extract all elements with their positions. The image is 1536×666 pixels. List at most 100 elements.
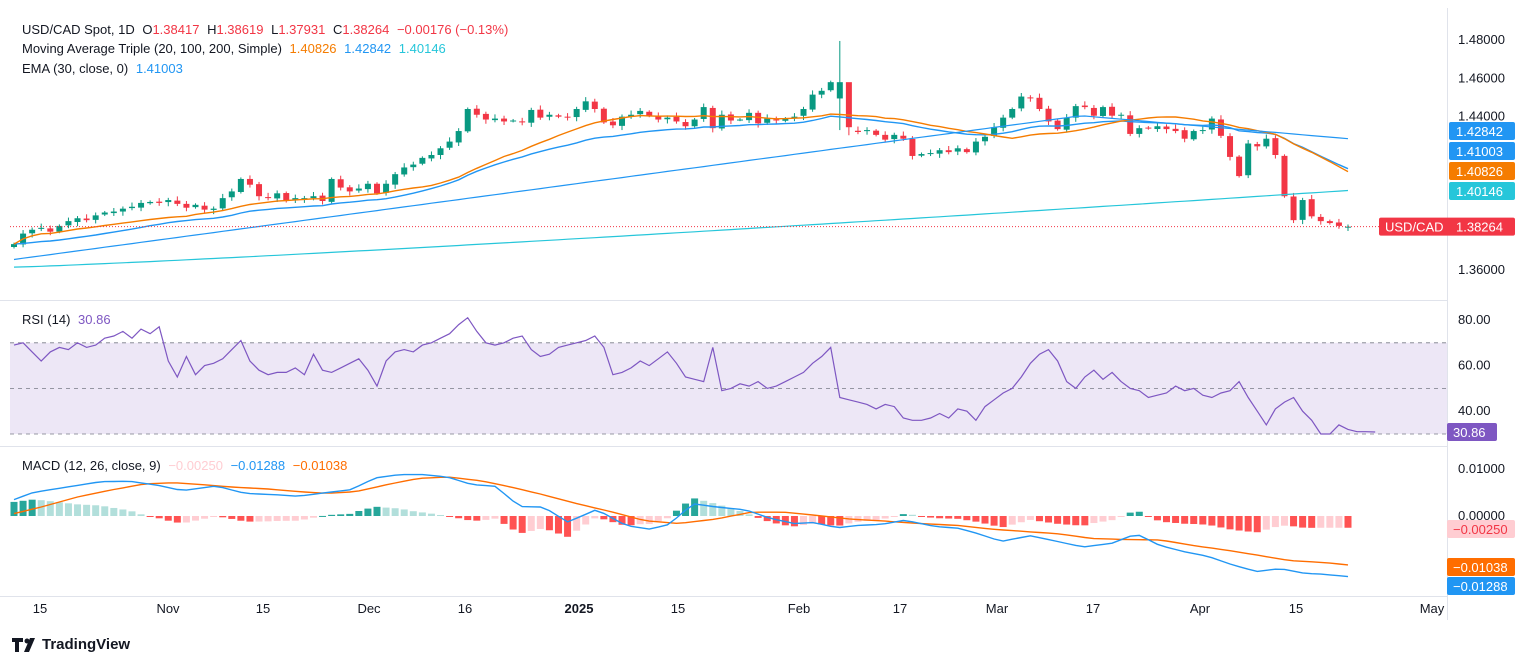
macd-histogram-bar <box>391 508 399 516</box>
macd-histogram-bar <box>809 516 817 524</box>
macd-histogram-bar <box>781 516 789 526</box>
symbol-label: USD/CAD Spot, 1D <box>22 22 135 37</box>
candle-body <box>573 109 580 118</box>
macd-histogram-bar <box>64 503 72 516</box>
candle-body <box>346 187 353 192</box>
candle-body <box>401 167 408 175</box>
macd-histogram-bar <box>700 500 708 516</box>
candle-body <box>1335 222 1342 226</box>
candle-body <box>1136 128 1143 134</box>
macd-histogram-bar <box>863 516 871 521</box>
macd-histogram-bar <box>300 516 308 520</box>
candle-body <box>1063 117 1070 130</box>
macd-histogram-bar <box>518 516 526 533</box>
candle-body <box>56 225 63 232</box>
candle-body <box>74 218 81 222</box>
ma100-value: 1.42842 <box>344 41 392 56</box>
candle-body <box>1009 109 1016 118</box>
candle-body <box>1254 144 1261 147</box>
macd-histogram-bar <box>1235 516 1243 531</box>
tradingview-logo[interactable]: TradingView <box>12 636 130 653</box>
macd-line-value: −0.01288 <box>230 458 286 473</box>
candle-body <box>519 121 526 123</box>
macd-histogram-bar <box>1072 516 1080 526</box>
macd-histogram-bar <box>1335 516 1343 528</box>
ema-legend-label: EMA (30, close, 0) <box>22 61 129 76</box>
macd-legend-label: MACD (12, 26, close, 9) <box>22 458 161 473</box>
candle-body <box>691 119 698 127</box>
candle-body <box>419 157 426 164</box>
candle-body <box>782 118 789 121</box>
macd-histogram-bar <box>736 510 744 516</box>
price-axis-tick-label: 1.44000 <box>1458 109 1505 124</box>
macd-histogram-bar <box>83 504 91 516</box>
x-axis-tick-label: Mar <box>986 601 1009 616</box>
candle-body <box>1072 106 1079 118</box>
x-axis-tick-label: 16 <box>458 601 472 616</box>
candle-body <box>1308 199 1315 217</box>
x-axis-tick-label: 17 <box>893 601 907 616</box>
macd-histogram-bar <box>573 516 581 531</box>
candle-body <box>836 82 843 99</box>
macd-histogram-bar <box>972 516 980 522</box>
macd-histogram-group <box>10 498 1352 537</box>
macd-histogram-bar <box>881 516 889 519</box>
x-axis-tick-label: Dec <box>357 601 381 616</box>
candle-body <box>1190 131 1197 140</box>
macd-axis-tick-label: 0.01000 <box>1458 461 1505 476</box>
candle-body <box>736 119 743 121</box>
candle-body <box>510 120 517 122</box>
close-value: 1.38264 <box>342 22 390 37</box>
macd-histogram-bar <box>754 516 762 518</box>
price-axis-tick-label: 1.46000 <box>1458 70 1505 85</box>
candle-body <box>128 206 135 209</box>
candle-body <box>11 244 17 247</box>
macd-histogram-bar <box>273 516 281 521</box>
candle-body <box>1236 156 1243 177</box>
candle-body <box>791 116 798 119</box>
candle-body <box>1099 107 1106 116</box>
high-label: H <box>207 22 217 37</box>
x-axis-tick-label: 15 <box>1289 601 1303 616</box>
candle-body <box>1045 108 1052 122</box>
price-tag-label: 1.41003 <box>1456 144 1503 159</box>
candle-body <box>482 113 489 120</box>
candle-body <box>210 208 217 210</box>
macd-histogram-bar <box>718 505 726 516</box>
candle-body <box>891 134 898 140</box>
macd-histogram-bar <box>645 516 653 525</box>
macd-histogram-bar <box>482 516 490 520</box>
macd-histogram-bar <box>418 512 426 516</box>
current-price-label: 1.38264 <box>1456 220 1503 235</box>
rsi-legend-value: 30.86 <box>78 312 111 327</box>
candle-body <box>337 179 344 188</box>
candle-body <box>936 150 943 154</box>
candle-body <box>909 138 916 156</box>
macd-histogram-bar <box>464 516 472 521</box>
macd-histogram-bar <box>128 511 136 516</box>
macd-histogram-bar <box>355 510 363 516</box>
macd-histogram-bar <box>346 513 354 516</box>
candle-body <box>373 183 380 194</box>
candle-body <box>1081 105 1088 108</box>
x-axis-tick-label: 17 <box>1086 601 1100 616</box>
rsi-legend-label: RSI (14) <box>22 312 71 327</box>
macd-histogram-bar <box>763 516 771 522</box>
tradingview-logo-text: TradingView <box>42 636 131 653</box>
candle-body <box>1272 138 1279 155</box>
macd-histogram-bar <box>1181 516 1189 524</box>
candle-body <box>982 136 989 142</box>
macd-value-tag <box>1447 577 1515 595</box>
candle-body <box>156 201 163 203</box>
macd-histogram-bar <box>600 516 608 520</box>
macd-line <box>13 473 1349 578</box>
macd-histogram-bar <box>291 516 299 521</box>
macd-histogram-bar <box>545 516 553 531</box>
macd-histogram-bar <box>427 513 435 516</box>
macd-histogram-bar <box>827 516 835 526</box>
candle-body <box>283 193 290 201</box>
rsi-axis-tick-label: 80.00 <box>1458 312 1491 327</box>
candle-body <box>963 149 970 153</box>
rsi-legend: RSI (14) 30.86 <box>22 311 115 329</box>
tradingview-logo-icon <box>12 637 35 652</box>
